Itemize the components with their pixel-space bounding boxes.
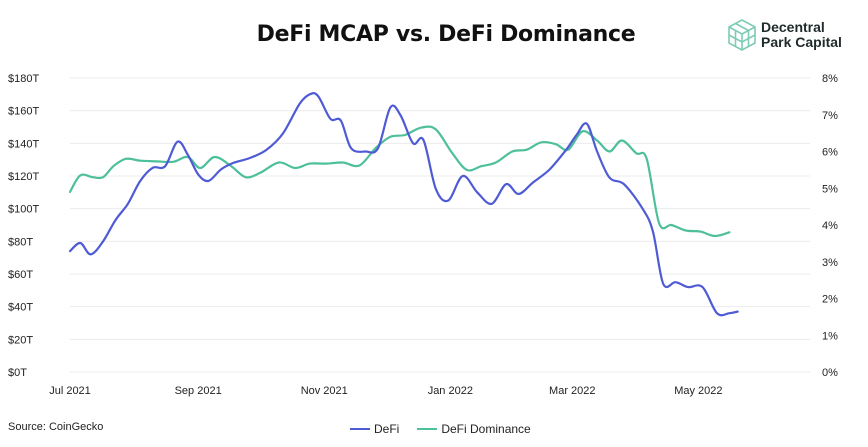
- series-lines: [70, 93, 738, 315]
- x-axis-ticks: Jul 2021 Sep 2021 Nov 2021 Jan 2022 Mar 2022…: [49, 385, 722, 397]
- y-left-tick-label: $40T: [8, 302, 33, 314]
- legend-item-dominance: DeFi Dominance: [417, 422, 530, 436]
- source-note: Source: CoinGecko: [8, 421, 103, 433]
- y-right-tick-label: 2%: [822, 294, 838, 306]
- legend-swatch-dominance: [417, 428, 437, 430]
- y-left-tick-label: $100T: [8, 204, 39, 216]
- right-axis-ticks: 0% 1% 2% 3% 4% 5% 6% 7% 8%: [822, 73, 838, 379]
- y-right-tick-label: 4%: [822, 220, 838, 232]
- legend-label-dominance: DeFi Dominance: [441, 422, 530, 436]
- x-tick-label: Jul 2021: [49, 385, 91, 397]
- y-right-tick-label: 1%: [822, 330, 838, 342]
- legend-swatch-defi: [350, 428, 370, 430]
- y-right-tick-label: 7%: [822, 110, 838, 122]
- x-tick-label: Nov 2021: [301, 385, 348, 397]
- line-chart: $0T $20T $40T $60T $80T $100T $120T $140T $160T $…: [0, 0, 868, 447]
- series-line-defi: [70, 93, 738, 315]
- y-left-tick-label: $160T: [8, 106, 39, 118]
- y-right-tick-label: 5%: [822, 183, 838, 195]
- y-right-tick-label: 3%: [822, 257, 838, 269]
- y-right-tick-label: 8%: [822, 73, 838, 85]
- y-left-tick-label: $0T: [8, 367, 27, 379]
- y-left-tick-label: $120T: [8, 171, 39, 183]
- y-left-tick-label: $140T: [8, 138, 39, 150]
- legend-label-defi: DeFi: [374, 422, 399, 436]
- y-left-tick-label: $20T: [8, 334, 33, 346]
- gridlines: [70, 78, 810, 372]
- x-tick-label: Mar 2022: [549, 385, 595, 397]
- y-left-tick-label: $60T: [8, 269, 33, 281]
- x-tick-label: May 2022: [674, 385, 722, 397]
- y-right-tick-label: 6%: [822, 147, 838, 159]
- y-left-tick-label: $80T: [8, 236, 33, 248]
- y-left-tick-label: $180T: [8, 73, 39, 85]
- x-tick-label: Jan 2022: [428, 385, 473, 397]
- left-axis-ticks: $0T $20T $40T $60T $80T $100T $120T $140T $160T $…: [8, 73, 39, 379]
- legend-item-defi: DeFi: [350, 422, 399, 436]
- x-tick-label: Sep 2021: [175, 385, 222, 397]
- legend: DeFi DeFi Dominance: [350, 422, 531, 436]
- y-right-tick-label: 0%: [822, 367, 838, 379]
